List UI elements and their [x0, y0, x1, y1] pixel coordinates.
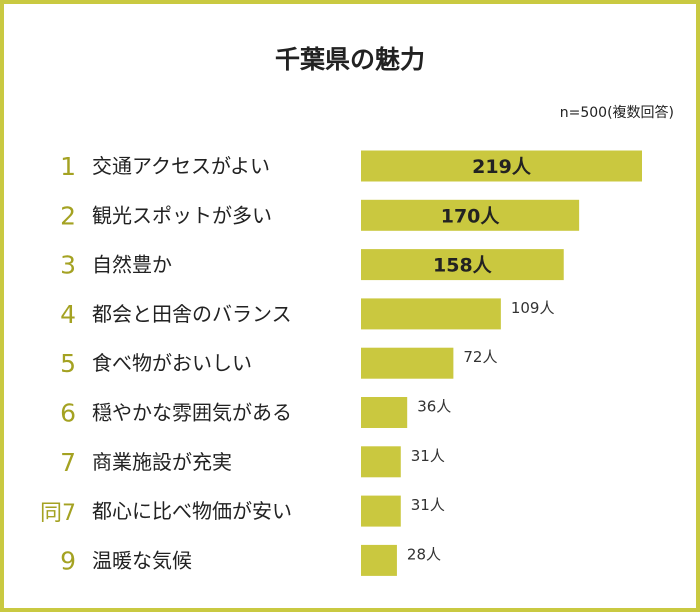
value-label: 72人	[463, 348, 497, 366]
chart-title: 千葉県の魅力	[274, 45, 425, 74]
bar	[361, 397, 408, 428]
bar	[361, 544, 397, 576]
category-label: 観光スポットが多い	[92, 203, 272, 227]
bar	[361, 199, 580, 231]
bar	[361, 495, 401, 527]
bar	[361, 249, 564, 281]
value-label: 219人	[472, 156, 532, 178]
rank-label: 9	[60, 546, 76, 575]
rank-label: 6	[60, 399, 76, 428]
rank-label: 4	[60, 300, 76, 329]
value-label: 31人	[411, 496, 445, 514]
rank-label: 1	[60, 152, 76, 181]
value-label: 158人	[433, 255, 493, 277]
rank-label: 3	[60, 251, 76, 280]
bar	[361, 446, 401, 478]
category-label: 都心に比べ物価が安い	[92, 499, 292, 523]
category-label: 都会と田舎のバランス	[92, 302, 292, 326]
rank-label: 7	[60, 448, 76, 477]
rank-label: 同7	[40, 501, 76, 526]
value-label: 36人	[417, 398, 451, 416]
rank-label: 5	[60, 349, 76, 378]
value-label: 170人	[441, 205, 501, 227]
rank-label: 2	[60, 201, 76, 230]
category-label: 穏やかな雰囲気がある	[92, 401, 292, 425]
value-label: 31人	[411, 447, 445, 465]
value-label: 109人	[511, 299, 555, 317]
bar	[361, 298, 501, 330]
category-label: 商業施設が充実	[92, 450, 232, 474]
bar	[361, 150, 642, 182]
value-label: 28人	[407, 545, 441, 563]
category-label: 交通アクセスがよい	[92, 154, 270, 178]
sample-note: n=500(複数回答)	[559, 105, 674, 121]
category-label: 自然豊か	[92, 253, 172, 277]
bar	[361, 347, 454, 379]
category-label: 食べ物がおいしい	[92, 351, 252, 375]
category-label: 温暖な気候	[92, 548, 192, 572]
